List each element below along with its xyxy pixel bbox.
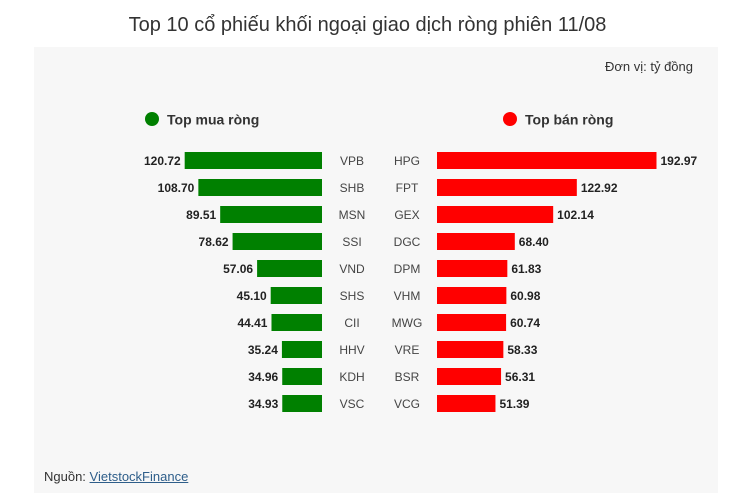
sell-value-label: 58.33 (507, 343, 537, 357)
buy-category-label: SHS (340, 289, 365, 303)
buy-value-label: 89.51 (186, 208, 216, 222)
buy-value-label: 78.62 (199, 235, 229, 249)
buy-bars: 120.72 VPB 108.70 SHB 89.51 MSN 78.62 SSI 57.06 V… (144, 152, 365, 412)
buy-value-label: 34.93 (248, 397, 278, 411)
sell-value-label: 56.31 (505, 370, 535, 384)
sell-category-label: VCG (394, 397, 420, 411)
buy-bar-cii (271, 314, 322, 331)
buy-bar-hhv (281, 341, 322, 358)
sell-bar-dgc (437, 233, 515, 250)
unit-label: Đơn vị: tỷ đồng (604, 59, 693, 74)
buy-bar-shb (198, 179, 322, 196)
sell-bar-bsr (437, 368, 502, 385)
buy-category-label: SSI (342, 235, 361, 249)
buy-bar-ssi (232, 233, 322, 250)
buy-value-label: 45.10 (237, 289, 267, 303)
sell-legend: Top bán ròng (503, 112, 613, 128)
buy-value-label: 108.70 (158, 181, 195, 195)
sell-category-label: VRE (395, 343, 420, 357)
sell-value-label: 61.83 (511, 262, 541, 276)
sell-bar-gex (437, 206, 554, 223)
buy-legend-marker (145, 112, 159, 126)
sell-bars: 192.97 HPG 122.92 FPT 102.14 GEX 68.40 DGC 61.83… (392, 152, 698, 412)
buy-value-label: 120.72 (144, 154, 181, 168)
sell-bar-vre (437, 341, 504, 358)
sell-bar-vcg (437, 395, 496, 412)
buy-value-label: 57.06 (223, 262, 253, 276)
sell-legend-marker (503, 112, 517, 126)
sell-value-label: 51.39 (499, 397, 529, 411)
source-prefix: Nguồn: (44, 469, 90, 484)
sell-value-label: 192.97 (661, 154, 698, 168)
buy-legend: Top mua ròng (145, 112, 259, 128)
buy-value-label: 34.96 (248, 370, 278, 384)
sell-category-label: DGC (394, 235, 421, 249)
buy-bar-vnd (257, 260, 322, 277)
sell-category-label: BSR (395, 370, 420, 384)
sell-category-label: FPT (396, 181, 419, 195)
chart-title: Top 10 cổ phiếu khối ngoại giao dịch ròn… (128, 14, 607, 36)
sell-category-label: VHM (394, 289, 421, 303)
sell-legend-label: Top bán ròng (525, 112, 613, 128)
sell-bar-hpg (437, 152, 657, 169)
buy-category-label: CII (344, 316, 359, 330)
sell-category-label: HPG (394, 154, 420, 168)
buy-category-label: SHB (340, 181, 365, 195)
sell-bar-vhm (437, 287, 507, 304)
sell-value-label: 102.14 (557, 208, 594, 222)
buy-category-label: VND (339, 262, 365, 276)
buy-bar-msn (220, 206, 322, 223)
source-line: Nguồn: VietstockFinance (44, 469, 188, 484)
buy-category-label: MSN (339, 208, 366, 222)
sell-category-label: MWG (392, 316, 423, 330)
buy-bar-vpb (184, 152, 322, 169)
buy-value-label: 35.24 (248, 343, 278, 357)
buy-category-label: HHV (339, 343, 364, 357)
sell-bar-mwg (437, 314, 507, 331)
buy-bar-shs (270, 287, 322, 304)
buy-bar-kdh (282, 368, 322, 385)
source-link[interactable]: VietstockFinance (89, 469, 189, 484)
sell-category-label: GEX (394, 208, 419, 222)
buy-bar-vsc (282, 395, 322, 412)
sell-value-label: 60.74 (510, 316, 540, 330)
sell-bar-dpm (437, 260, 508, 277)
buy-legend-label: Top mua ròng (167, 112, 259, 128)
sell-value-label: 68.40 (519, 235, 549, 249)
buy-category-label: VPB (340, 154, 364, 168)
buy-value-label: 44.41 (237, 316, 267, 330)
sell-bar-fpt (437, 179, 577, 196)
buy-category-label: KDH (339, 370, 364, 384)
buy-category-label: VSC (340, 397, 365, 411)
sell-category-label: DPM (394, 262, 421, 276)
sell-value-label: 122.92 (581, 181, 618, 195)
sell-value-label: 60.98 (510, 289, 540, 303)
